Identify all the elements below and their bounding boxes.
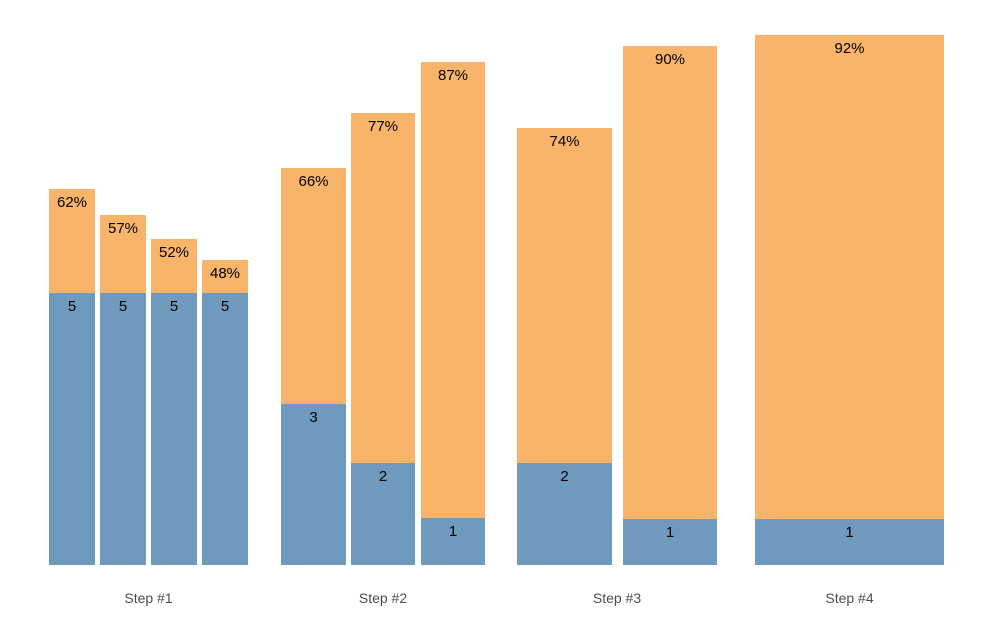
stacked-bar: 48% 5 <box>202 260 248 565</box>
count-label: 3 <box>309 409 318 426</box>
percent-segment: 74% <box>517 128 612 463</box>
stacked-bar: 66% 3 <box>281 168 346 565</box>
stacked-bar: 90% 1 <box>623 46 717 565</box>
x-axis-step-label: Step #1 <box>124 590 173 606</box>
percentage-label: 48% <box>209 265 241 282</box>
percentage-label: 52% <box>158 244 190 261</box>
percent-segment: 92% <box>755 35 944 519</box>
count-label: 1 <box>665 524 675 541</box>
count-label: 2 <box>378 468 388 485</box>
x-axis-step-label: Step #4 <box>825 590 874 606</box>
percentage-label: 77% <box>367 118 399 135</box>
percent-segment: 66% <box>281 168 346 404</box>
percent-segment: 87% <box>421 62 485 518</box>
percentage-label: 66% <box>298 173 329 190</box>
percentage-label: 57% <box>107 220 139 237</box>
count-segment: 1 <box>421 518 485 565</box>
x-axis-step-label: Step #3 <box>592 590 642 606</box>
percent-segment: 52% <box>151 239 197 293</box>
count-segment: 2 <box>517 463 612 565</box>
count-label: 5 <box>67 298 77 315</box>
count-segment: 5 <box>151 293 197 565</box>
stacked-bar: 92% 1 <box>755 35 944 565</box>
count-segment: 5 <box>202 293 248 565</box>
count-segment: 2 <box>351 463 415 565</box>
stacked-bar: 87% 1 <box>421 62 485 565</box>
stacked-bar: 52% 5 <box>151 239 197 565</box>
percent-segment: 90% <box>623 46 717 519</box>
percentage-label: 92% <box>834 40 865 57</box>
x-axis-step-label: Step #2 <box>358 590 408 606</box>
percentage-label: 62% <box>56 194 88 211</box>
count-segment: 1 <box>755 519 944 565</box>
count-label: 5 <box>220 298 230 315</box>
count-label: 5 <box>169 298 179 315</box>
count-label: 2 <box>560 468 569 485</box>
stacked-bar: 74% 2 <box>517 128 612 565</box>
percent-segment: 77% <box>351 113 415 463</box>
count-segment: 3 <box>281 404 346 565</box>
stacked-bar: 57% 5 <box>100 215 146 565</box>
count-label: 1 <box>448 523 458 540</box>
count-segment: 5 <box>100 293 146 565</box>
count-label: 5 <box>118 298 128 315</box>
count-segment: 1 <box>623 519 717 565</box>
percent-segment: 57% <box>100 215 146 293</box>
stacked-bar: 62% 5 <box>49 189 95 565</box>
percentage-label: 90% <box>654 51 686 68</box>
percent-segment: 62% <box>49 189 95 293</box>
stacked-bar: 77% 2 <box>351 113 415 565</box>
percentage-label: 87% <box>437 67 469 84</box>
percent-segment: 48% <box>202 260 248 293</box>
count-label: 1 <box>845 524 854 541</box>
count-segment: 5 <box>49 293 95 565</box>
percentage-label: 74% <box>549 133 580 150</box>
